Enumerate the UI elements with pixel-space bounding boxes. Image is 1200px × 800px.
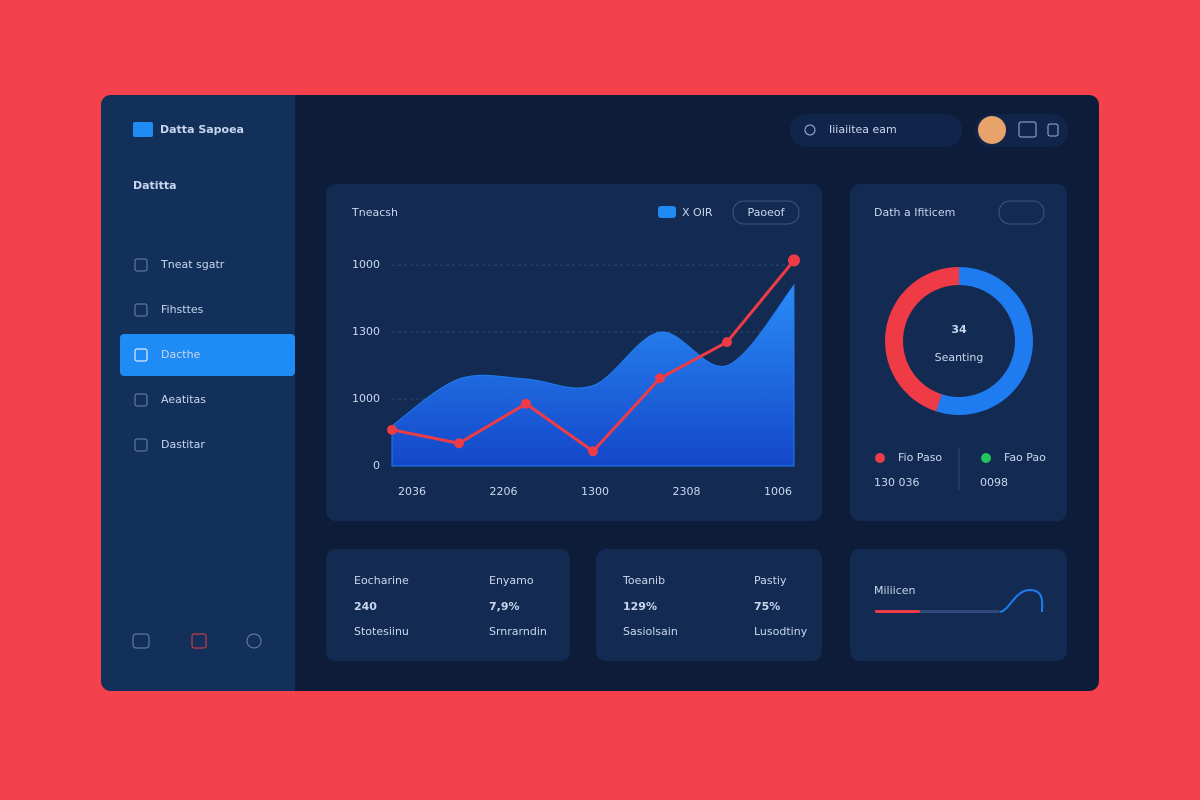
chart-title: Tneacsh [351, 206, 398, 219]
donut-button[interactable] [998, 200, 1045, 225]
menu-item: Fihsttes [161, 303, 204, 316]
menu-icon [134, 393, 148, 407]
donut-segment [936, 267, 1033, 415]
stat-card [596, 549, 822, 661]
avatar[interactable] [978, 116, 1006, 144]
progress-sparkline [999, 588, 1044, 613]
menu-icon [134, 258, 148, 272]
legend-label: Fao Pao [1004, 451, 1046, 464]
donut-value: 34 [951, 323, 967, 336]
legend-value: 0098 [980, 476, 1008, 489]
line-point [521, 398, 531, 409]
stat-label: Eocharine [354, 574, 409, 587]
x-tick-label: 2206 [490, 485, 518, 498]
folder-icon[interactable] [191, 633, 207, 649]
chart-button[interactable] [732, 200, 800, 225]
notification-icon[interactable] [1018, 121, 1037, 138]
stat-sub: Srnrarndin [489, 625, 547, 638]
settings-icon[interactable] [246, 633, 262, 649]
menu-item: Dastitar [161, 438, 205, 451]
lock-icon[interactable] [1047, 123, 1059, 137]
search-placeholder: Iiiaiitea eam [829, 123, 897, 136]
home-icon[interactable] [132, 633, 150, 649]
y-tick-label: 1300 [352, 325, 380, 338]
menu-highlight[interactable] [120, 334, 295, 376]
progress-bar [875, 610, 920, 613]
y-tick-label: 1000 [352, 258, 380, 271]
stat-card [326, 549, 570, 661]
stat-value: 75% [754, 600, 780, 613]
stat-value: 240 [354, 600, 377, 613]
progress-card [850, 549, 1067, 661]
line-point [722, 337, 732, 348]
x-tick-label: 1006 [764, 485, 792, 498]
menu-item: Aeatitas [161, 393, 206, 406]
stat-value: 7,9% [489, 600, 520, 613]
menu-icon [134, 348, 148, 362]
sidebar-heading: Datitta [133, 179, 177, 192]
x-tick-label: 2036 [398, 485, 426, 498]
area [391, 283, 795, 467]
legend-label: Fio Paso [898, 451, 942, 464]
menu-icon [134, 303, 148, 317]
y-tick-label: 0 [373, 459, 380, 472]
donut-sublabel: Seanting [935, 351, 984, 364]
x-tick-label: 2308 [673, 485, 701, 498]
stat-sub: Lusodtiny [754, 625, 808, 638]
donut-card [850, 184, 1067, 521]
stat-label: Enyamo [489, 574, 534, 587]
menu-item: Tneat sgatr [160, 258, 225, 271]
line-point [655, 373, 665, 384]
stat-value: 129% [623, 600, 657, 613]
stat-sub: Sasiolsain [623, 625, 678, 638]
x-tick-label: 1300 [581, 485, 609, 498]
donut-title: Dath a Ifiticem [874, 206, 955, 219]
progress-label: Miliicen [874, 584, 916, 597]
search-icon [804, 124, 816, 136]
logo [133, 122, 153, 137]
line-point [387, 424, 397, 435]
line-point [788, 254, 800, 267]
menu-icon [134, 438, 148, 452]
chart-button-label: Paoeof [748, 206, 786, 219]
legend-dot [981, 453, 991, 463]
sidebar [101, 95, 295, 691]
y-tick-label: 1000 [352, 392, 380, 405]
legend-dot [875, 453, 885, 463]
donut-segment [885, 267, 959, 412]
brand: Datta Sapoea [160, 123, 244, 136]
search-box[interactable] [790, 114, 962, 147]
menu-item: Dacthe [161, 348, 201, 361]
badge-label: X OIR [682, 206, 713, 219]
line-point [588, 446, 598, 457]
badge [658, 206, 676, 218]
stat-sub: Stotesiinu [354, 625, 409, 638]
stat-label: Toeanib [622, 574, 665, 587]
stat-label: Pastiy [754, 574, 787, 587]
legend-value: 130 036 [874, 476, 920, 489]
line-point [454, 438, 464, 449]
